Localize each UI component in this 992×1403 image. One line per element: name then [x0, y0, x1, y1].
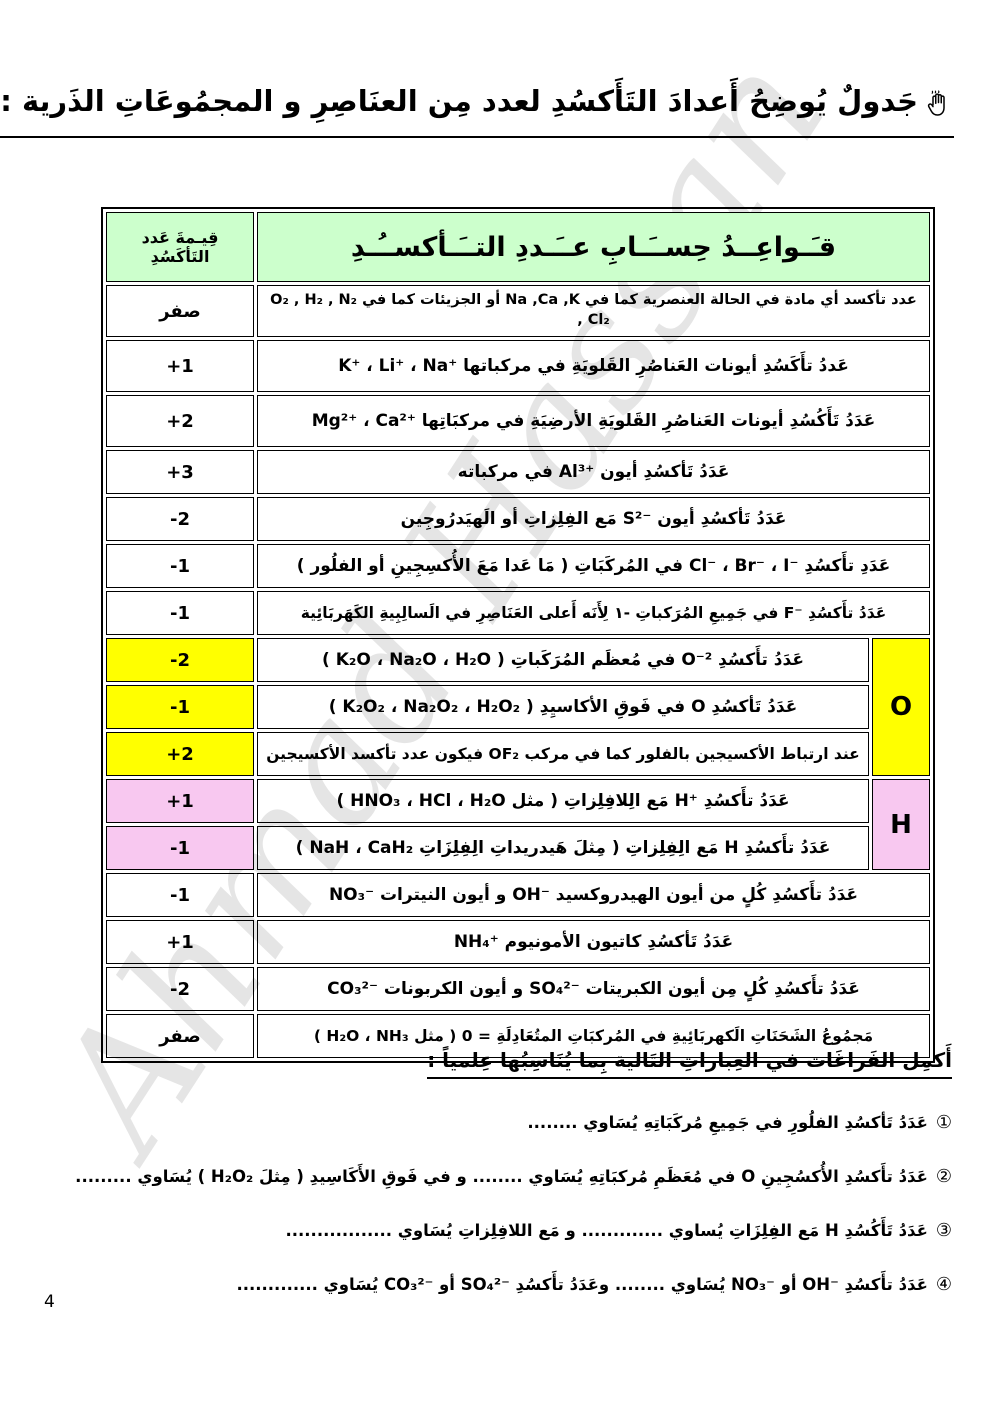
exercise-questions: ① عَدَدُ تَأكسُدِ الفلُورِ في جَمِيعِ مُر…	[40, 1112, 952, 1328]
oxidation-value-cell: +1	[106, 340, 254, 392]
rule-cell: عَدَدُ تَأكسُدِ O في فَوقِ الأكاسيِدِ ( …	[257, 685, 869, 729]
oxidation-value-cell: -1	[106, 826, 254, 870]
table-row: O عَدَدُ تأَكسُدِ ⁦O⁻²⁩ في مُعظَم المُرَ…	[106, 638, 930, 776]
table-row: عَدَدِ تأَكسُدِ ⁦Cl⁻ ، Br⁻ ، I⁻⁩ في المُ…	[106, 544, 930, 588]
table-row: عَدَدُ تَأكسُدِ أيون ⁦Al³⁺⁩ في مركباته +…	[106, 450, 930, 494]
item-text: عَدَدُ تَأكسُدِ الفلُورِ في جَمِيعِ مُرك…	[527, 1113, 928, 1132]
header-rules-column: قـَـواعِــدُ حِســَـابِ عــَـددِ التــَـ…	[257, 212, 930, 282]
oxidation-value-cell: +1	[106, 779, 254, 823]
table-row: عَددُ تأَكَسُدِ أيونات العَناصُرِ القَلو…	[106, 340, 930, 392]
oxidation-value-cell: -2	[106, 497, 254, 541]
table-row: عَدَدُ تَأكسُدِ كاتيون الأمونيوم ⁦NH₄⁺⁩ …	[106, 920, 930, 964]
oxidation-rules-table: قـَـواعِــدُ حِســَـابِ عــَـددِ التــَـ…	[101, 207, 935, 1063]
table-row: H عَدَدُ تأَكسُدِ ⁦H⁺⁩ مَع الِلافِلِزاتِ…	[106, 779, 930, 870]
oxidation-value-cell: -2	[106, 967, 254, 1011]
item-text: عَدَدُ تَأَكُسُدِ H مَع الفِلِزَاتِ يُسا…	[285, 1221, 928, 1240]
list-item: ④ عَدَدُ تأَكسُدِ ⁦OH⁻⁩ أو ⁦NO₃⁻⁩ يُسَاوي…	[40, 1274, 952, 1295]
rule-cell: عَدَدُ تَأكسُدِ كاتيون الأمونيوم ⁦NH₄⁺⁩	[257, 920, 930, 964]
oxidation-value-cell: +2	[106, 732, 254, 776]
oxidation-table: قـَـواعِــدُ حِســَـابِ عــَـددِ التــَـ…	[103, 209, 933, 1061]
rule-cell: عَدَدُ تأَكسُدِ ⁦H⁺⁩ مَع الِلافِلِزاتِ (…	[257, 779, 869, 823]
rule-cell: عَدَدُ تأَكسُدِ ⁦F⁻⁩ في جَمِيعِ المُرَكب…	[257, 591, 930, 635]
list-item: ① عَدَدُ تَأكسُدِ الفلُورِ في جَمِيعِ مُر…	[40, 1112, 952, 1133]
rule-cell: عَددُ تأَكَسُدِ أيونات العَناصُرِ القَلو…	[257, 340, 930, 392]
item-text: عَدَدُ تأَكسُدِ الأُكسُجِينِ O في مُعَظَ…	[75, 1167, 928, 1186]
page-number: 4	[44, 1292, 55, 1312]
rule-cell: عَدَدُ تأَكسُدِ ⁦O⁻²⁩ في مُعظَم المُرَكَ…	[257, 638, 869, 682]
rule-cell: عَدَدِ تأَكسُدِ ⁦Cl⁻ ، Br⁻ ، I⁻⁩ في المُ…	[257, 544, 930, 588]
oxidation-value-cell: -1	[106, 873, 254, 917]
header-value-column: قِيـمةَ عَدد التَأكَسُدِ	[106, 212, 254, 282]
title-block: جَدولٌ يُوضِحُ أَعدادَ التَأَكسُدِ لعدد …	[0, 84, 954, 138]
rule-cell: مَجمُوعُ الشَحَنَاتِ الَكهربَائِيةِ في ا…	[257, 1014, 930, 1058]
item-number: ①	[935, 1112, 952, 1133]
rule-cell: عَدَدُ تَأكسُدِ أيون ⁦S²⁻⁩ مَع الفِلِزات…	[257, 497, 930, 541]
rule-cell: عَدَدُ تأَكسُدِ كُلٍ مِن أيون الكبريتات …	[257, 967, 930, 1011]
oxygen-group-cell: O	[872, 638, 930, 776]
rule-cell: عَدَدُ تَأكسُدِ أيون ⁦Al³⁺⁩ في مركباته	[257, 450, 930, 494]
oxidation-value-cell: -1	[106, 685, 254, 729]
table-row: عَدَدُ تَأَكُسُدِ أيونات العَناصُرِ القَ…	[106, 395, 930, 447]
oxidation-value-cell: صفر	[106, 1014, 254, 1058]
item-number: ④	[935, 1274, 952, 1295]
oxidation-value-cell: -2	[106, 638, 254, 682]
rule-cell: عَدَدُ تأَكسُدِ كُلٍ من أيون الهيدروكسيد…	[257, 873, 930, 917]
table-row: عدد تأكسد أي مادة في الحالة العنصرية كما…	[106, 285, 930, 337]
table-row: عَدَدُ تأَكسُدِ H مَع الِفِلِزاتِ ( مِثل…	[106, 826, 930, 870]
table-row: عَدَدُ تأَكسُدِ ⁦F⁻⁩ في جَمِيعِ المُرَكب…	[106, 591, 930, 635]
hand-icon	[924, 89, 954, 124]
rule-cell: عَدَدُ تَأَكُسُدِ أيونات العَناصُرِ القَ…	[257, 395, 930, 447]
oxidation-value-cell: -1	[106, 591, 254, 635]
table-row: عَدَدُ تأَكسُدِ كُلٍ من أيون الهيدروكسيد…	[106, 873, 930, 917]
page-title: جَدولٌ يُوضِحُ أَعدادَ التَأَكسُدِ لعدد …	[0, 84, 918, 118]
item-text: عَدَدُ تأَكسُدِ ⁦OH⁻⁩ أو ⁦NO₃⁻⁩ يُسَاوي …	[236, 1275, 928, 1294]
table-row: مَجمُوعُ الشَحَنَاتِ الَكهربَائِيةِ في ا…	[106, 1014, 930, 1058]
list-item: ② عَدَدُ تأَكسُدِ الأُكسُجِينِ O في مُعَظ…	[40, 1166, 952, 1187]
list-item: ③ عَدَدُ تَأَكُسُدِ H مَع الفِلِزَاتِ يُس…	[40, 1220, 952, 1241]
table-row: عَدَدُ تأَكسُدِ كُلٍ مِن أيون الكبريتات …	[106, 967, 930, 1011]
hydrogen-group-cell: H	[872, 779, 930, 870]
oxidation-value-cell: +3	[106, 450, 254, 494]
table-row: عَدَدُ تَأكسُدِ O في فَوقِ الأكاسيِدِ ( …	[106, 685, 930, 729]
rule-cell: عند ارتباط الأكسيجين بالفلور كما في مركب…	[257, 732, 869, 776]
table-row: عند ارتباط الأكسيجين بالفلور كما في مركب…	[106, 732, 930, 776]
item-number: ②	[935, 1166, 952, 1187]
table-header-row: قـَـواعِــدُ حِســَـابِ عــَـددِ التــَـ…	[106, 212, 930, 282]
rule-cell: عَدَدُ تأَكسُدِ H مَع الِفِلِزاتِ ( مِثل…	[257, 826, 869, 870]
exercise-heading: أَكمِل الفَراغَات في العِباراتِ التَالية…	[427, 1048, 952, 1079]
oxidation-value-cell: -1	[106, 544, 254, 588]
oxidation-value-cell: +2	[106, 395, 254, 447]
table-row: عَدَدُ تَأكسُدِ أيون ⁦S²⁻⁩ مَع الفِلِزات…	[106, 497, 930, 541]
item-number: ③	[935, 1220, 952, 1241]
oxidation-value-cell: +1	[106, 920, 254, 964]
rule-cell: عدد تأكسد أي مادة في الحالة العنصرية كما…	[257, 285, 930, 337]
oxidation-value-cell: صفر	[106, 285, 254, 337]
